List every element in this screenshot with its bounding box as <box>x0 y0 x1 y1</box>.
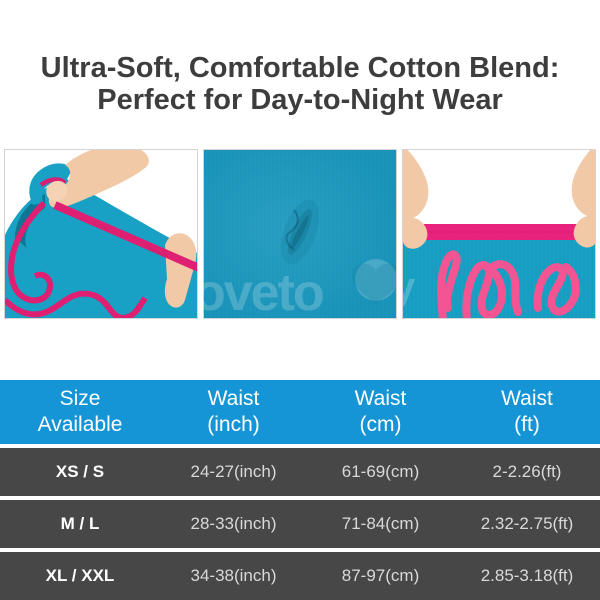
svg-text:oveto: oveto <box>204 264 323 319</box>
svg-text:y: y <box>403 265 416 309</box>
